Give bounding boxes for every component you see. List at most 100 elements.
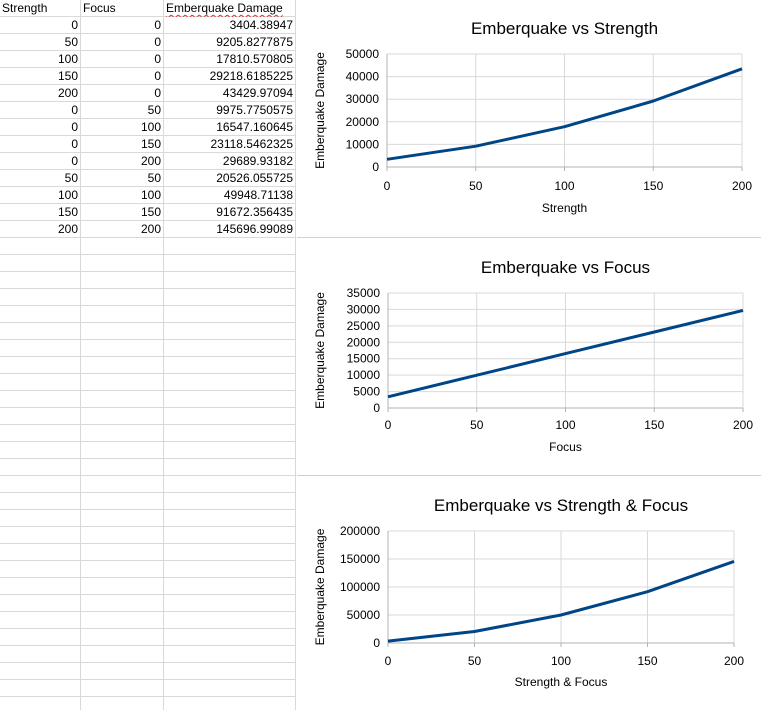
cell-focus[interactable]: 0 <box>81 34 163 51</box>
cell-strength[interactable]: 150 <box>0 68 80 85</box>
cell-damage[interactable]: 49948.71138 <box>164 187 295 204</box>
cell-strength[interactable]: 0 <box>0 136 80 153</box>
cell-damage[interactable]: 23118.5462325 <box>164 136 295 153</box>
row-divider <box>0 288 296 289</box>
cell-strength[interactable]: 200 <box>0 85 80 102</box>
y-tick-label: 20000 <box>347 335 381 349</box>
cell-damage[interactable]: 9205.8277875 <box>164 34 295 51</box>
row-divider <box>0 560 296 561</box>
column-divider <box>295 0 296 710</box>
chart-title: Emberquake vs Focus <box>481 258 650 277</box>
x-axis-label: Strength <box>542 201 587 215</box>
cell-strength[interactable]: 0 <box>0 102 80 119</box>
row-divider <box>0 645 296 646</box>
header-cell-strength[interactable]: Strength <box>0 0 80 17</box>
x-tick-label: 50 <box>470 418 484 432</box>
cell-focus[interactable]: 100 <box>81 119 163 136</box>
y-tick-label: 50000 <box>346 47 380 61</box>
chart-title: Emberquake vs Strength <box>471 19 658 38</box>
row-divider <box>0 475 296 476</box>
cell-damage[interactable]: 9975.7750575 <box>164 102 295 119</box>
cell-damage[interactable]: 145696.99089 <box>164 221 295 238</box>
x-axis-label: Strength & Focus <box>515 675 608 689</box>
row-divider <box>0 424 296 425</box>
cell-strength[interactable]: 100 <box>0 51 80 68</box>
cell-strength[interactable]: 50 <box>0 34 80 51</box>
cell-strength[interactable]: 0 <box>0 17 80 34</box>
row-divider <box>0 492 296 493</box>
chart-title: Emberquake vs Strength & Focus <box>434 496 688 515</box>
cell-strength[interactable]: 0 <box>0 153 80 170</box>
row-divider <box>0 509 296 510</box>
row-divider <box>0 458 296 459</box>
cell-damage[interactable]: 29689.93182 <box>164 153 295 170</box>
row-divider <box>0 322 296 323</box>
cell-strength[interactable]: 50 <box>0 170 80 187</box>
cell-damage[interactable]: 17810.570805 <box>164 51 295 68</box>
x-tick-label: 100 <box>555 418 575 432</box>
y-tick-label: 5000 <box>353 385 380 399</box>
row-divider <box>0 594 296 595</box>
x-tick-label: 0 <box>385 418 392 432</box>
x-tick-label: 100 <box>551 654 571 668</box>
cell-damage[interactable]: 43429.97094 <box>164 85 295 102</box>
header-cell-focus[interactable]: Focus <box>81 0 163 17</box>
y-tick-label: 40000 <box>346 70 380 84</box>
cell-focus[interactable]: 50 <box>81 102 163 119</box>
cell-damage[interactable]: 3404.38947 <box>164 17 295 34</box>
cell-focus[interactable]: 100 <box>81 187 163 204</box>
x-tick-label: 50 <box>468 654 482 668</box>
y-tick-label: 200000 <box>340 524 380 538</box>
y-axis-label: Emberquake Damage <box>313 292 327 409</box>
cell-damage[interactable]: 29218.6185225 <box>164 68 295 85</box>
y-tick-label: 50000 <box>347 608 381 622</box>
cell-strength[interactable]: 200 <box>0 221 80 238</box>
cell-strength[interactable]: 100 <box>0 187 80 204</box>
y-tick-label: 20000 <box>346 115 380 129</box>
x-tick-label: 200 <box>733 418 753 432</box>
x-tick-label: 50 <box>469 179 483 193</box>
cell-focus[interactable]: 0 <box>81 17 163 34</box>
row-divider <box>0 679 296 680</box>
cell-damage[interactable]: 20526.055725 <box>164 170 295 187</box>
cell-focus[interactable]: 200 <box>81 221 163 238</box>
y-tick-label: 100000 <box>340 580 380 594</box>
cell-damage[interactable]: 16547.160645 <box>164 119 295 136</box>
x-tick-label: 150 <box>637 654 657 668</box>
cell-focus[interactable]: 50 <box>81 170 163 187</box>
row-divider <box>0 577 296 578</box>
x-tick-label: 0 <box>384 179 391 193</box>
y-tick-label: 10000 <box>346 137 380 151</box>
row-divider <box>0 390 296 391</box>
y-tick-label: 10000 <box>347 368 381 382</box>
y-tick-label: 25000 <box>347 319 381 333</box>
y-tick-label: 15000 <box>347 352 381 366</box>
cell-focus[interactable]: 150 <box>81 136 163 153</box>
cell-focus[interactable]: 0 <box>81 68 163 85</box>
row-divider <box>0 254 296 255</box>
x-tick-label: 150 <box>643 179 663 193</box>
y-tick-label: 0 <box>373 401 380 415</box>
cell-strength[interactable]: 150 <box>0 204 80 221</box>
chart-emberquake-vs-strength-and-focus[interactable]: Emberquake vs Strength & Focus 0 50000 1000… <box>297 475 761 711</box>
cell-focus[interactable]: 200 <box>81 153 163 170</box>
row-divider <box>0 305 296 306</box>
row-divider <box>0 628 296 629</box>
y-axis-label: Emberquake Damage <box>313 528 327 645</box>
chart-emberquake-vs-focus[interactable]: Emberquake vs Focus 0 5000 10000 15000 20000 2… <box>297 237 761 475</box>
row-divider <box>0 407 296 408</box>
cell-damage[interactable]: 91672.356435 <box>164 204 295 221</box>
cell-focus[interactable]: 0 <box>81 51 163 68</box>
header-cell-damage[interactable]: Emberquake Damage <box>164 0 295 17</box>
row-divider <box>0 441 296 442</box>
cell-focus[interactable]: 0 <box>81 85 163 102</box>
x-axis-label: Focus <box>549 440 582 454</box>
y-tick-label: 35000 <box>347 286 381 300</box>
x-tick-label: 0 <box>385 654 392 668</box>
row-divider <box>0 339 296 340</box>
cell-focus[interactable]: 150 <box>81 204 163 221</box>
row-divider <box>0 611 296 612</box>
cell-strength[interactable]: 0 <box>0 119 80 136</box>
